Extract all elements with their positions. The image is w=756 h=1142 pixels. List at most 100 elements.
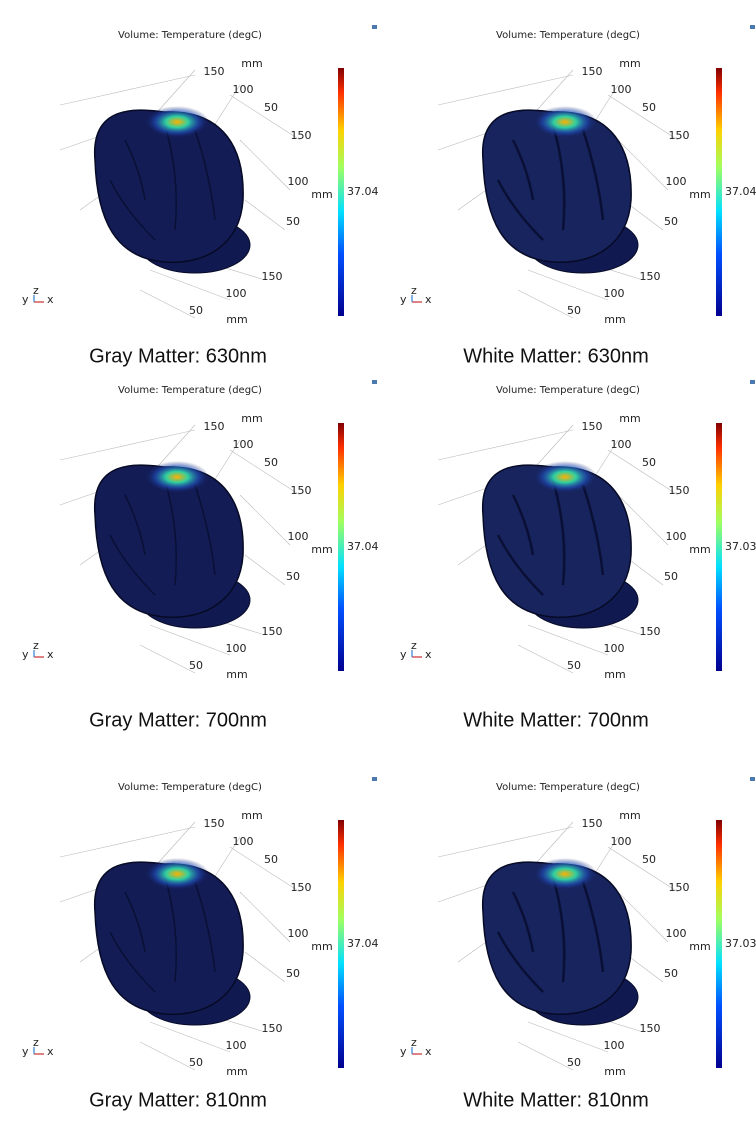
- axis-unit: mm: [226, 1065, 247, 1078]
- triad-label: y: [22, 648, 29, 661]
- axis-unit: mm: [619, 57, 640, 70]
- hot-spot: [145, 858, 209, 890]
- grid-line: [240, 892, 290, 942]
- grid-line: [518, 1042, 573, 1070]
- triad-label: y: [400, 1045, 407, 1058]
- tick-label: 100: [233, 438, 254, 451]
- tick-label: 100: [611, 835, 632, 848]
- window-icon: [372, 777, 377, 781]
- plot-panel: Volume: Temperature (degC)15010050150100…: [400, 380, 756, 731]
- grid-line: [60, 430, 195, 460]
- grid-line: [518, 645, 573, 673]
- axis-unit: mm: [604, 1065, 625, 1078]
- triad-label: x: [425, 293, 432, 306]
- colorbar-label: 37.04: [347, 937, 379, 950]
- triad-label: y: [22, 1045, 29, 1058]
- tick-label: 50: [664, 967, 678, 980]
- tick-label: 150: [669, 129, 690, 142]
- tick-label: 100: [233, 835, 254, 848]
- tick-label: 50: [189, 1056, 203, 1069]
- tick-label: 150: [669, 484, 690, 497]
- tick-label: 100: [288, 175, 309, 188]
- tick-label: 50: [567, 304, 581, 317]
- window-icon: [750, 380, 755, 384]
- triad-label: x: [47, 1045, 54, 1058]
- window-icon: [372, 380, 377, 384]
- tick-label: 150: [640, 625, 661, 638]
- grid-line: [518, 290, 573, 318]
- hot-spot: [533, 461, 597, 493]
- grid-line: [438, 430, 573, 460]
- grid-line: [240, 495, 290, 545]
- plot-title: Volume: Temperature (degC): [118, 385, 262, 396]
- tick-label: 100: [288, 927, 309, 940]
- triad-label: y: [400, 293, 407, 306]
- colorbar-label: 37.04: [347, 185, 379, 198]
- tick-label: 150: [291, 881, 312, 894]
- tick-label: 50: [642, 853, 656, 866]
- axis-unit: mm: [689, 188, 710, 201]
- plot-title: Volume: Temperature (degC): [496, 30, 640, 41]
- tick-label: 50: [642, 101, 656, 114]
- triad-label: x: [47, 293, 54, 306]
- tick-label: 50: [567, 1056, 581, 1069]
- grid-line: [438, 827, 573, 857]
- colorbar: [716, 820, 722, 1068]
- hot-spot: [145, 461, 209, 493]
- figure: Volume: Temperature (degC) 150 100 50 150 100…: [0, 0, 756, 1142]
- panel-caption: White Matter: 810nm: [463, 1089, 649, 1111]
- grid-line: [528, 625, 608, 655]
- grid-line: [150, 270, 230, 300]
- colorbar-label: 37.03: [725, 540, 756, 553]
- grid-line: [140, 1042, 195, 1070]
- axis-unit: mm: [311, 188, 332, 201]
- grid-line: [245, 555, 285, 585]
- axis-unit: mm: [689, 543, 710, 556]
- grid-line: [438, 75, 573, 105]
- tick-label: 100: [611, 83, 632, 96]
- colorbar: [338, 68, 344, 316]
- panel-caption: White Matter: 630nm: [463, 345, 649, 367]
- tick-label: 50: [264, 456, 278, 469]
- colorbar-label: 37.03: [725, 937, 756, 950]
- tick-label: 50: [286, 570, 300, 583]
- panel-caption: Gray Matter: 810nm: [89, 1089, 267, 1111]
- tick-label: 150: [291, 484, 312, 497]
- triad-label: x: [47, 648, 54, 661]
- tick-label: 150: [640, 1022, 661, 1035]
- panel-caption: Gray Matter: 630nm: [89, 345, 267, 367]
- tick-label: 100: [226, 1039, 247, 1052]
- axis-unit: mm: [311, 543, 332, 556]
- window-icon: [372, 25, 377, 29]
- tick-label: 150: [669, 881, 690, 894]
- tick-label: 150: [291, 129, 312, 142]
- hot-spot: [145, 106, 209, 138]
- axis-unit: mm: [241, 809, 262, 822]
- tick-label: 50: [189, 659, 203, 672]
- colorbar-label: 37.04: [725, 185, 756, 198]
- plot-panel: Volume: Temperature (degC)15010050150100…: [400, 777, 756, 1111]
- axis-unit: mm: [689, 940, 710, 953]
- tick-label: 150: [204, 65, 225, 78]
- plot-title: Volume: Temperature (degC): [496, 385, 640, 396]
- grid-line: [245, 952, 285, 982]
- panel-caption: Gray Matter: 700nm: [89, 709, 267, 731]
- tick-label: 150: [640, 270, 661, 283]
- tick-label: 50: [664, 215, 678, 228]
- colorbar-label: 37.04: [347, 540, 379, 553]
- axis-unit: mm: [619, 412, 640, 425]
- triad-label: y: [22, 293, 29, 306]
- tick-label: 50: [286, 215, 300, 228]
- tick-label: 150: [582, 817, 603, 830]
- tick-label: 100: [604, 642, 625, 655]
- plot-panel: Volume: Temperature (degC)15010050150100…: [22, 25, 379, 367]
- axis-unit: mm: [311, 940, 332, 953]
- colorbar: [338, 820, 344, 1068]
- tick-label: 50: [264, 853, 278, 866]
- triad-label: x: [425, 648, 432, 661]
- grid-line: [528, 270, 608, 300]
- plot-panel: Volume: Temperature (degC)15010050150100…: [400, 25, 756, 367]
- window-icon: [750, 25, 755, 29]
- axis-unit: mm: [226, 668, 247, 681]
- tick-label: 100: [666, 530, 687, 543]
